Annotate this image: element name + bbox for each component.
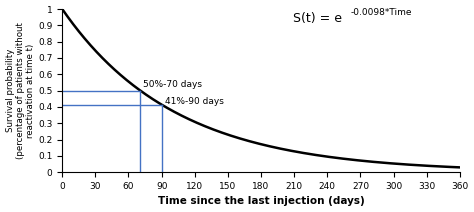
Text: 50%-70 days: 50%-70 days bbox=[143, 80, 202, 89]
X-axis label: Time since the last injection (days): Time since the last injection (days) bbox=[158, 197, 365, 206]
Y-axis label: Survival probability
(percentage of patients without
reactivation at time t): Survival probability (percentage of pati… bbox=[6, 22, 36, 159]
Text: -0.0098*Time: -0.0098*Time bbox=[350, 8, 412, 17]
Text: 41%-90 days: 41%-90 days bbox=[165, 98, 224, 106]
Text: S(t) = e: S(t) = e bbox=[293, 12, 342, 25]
